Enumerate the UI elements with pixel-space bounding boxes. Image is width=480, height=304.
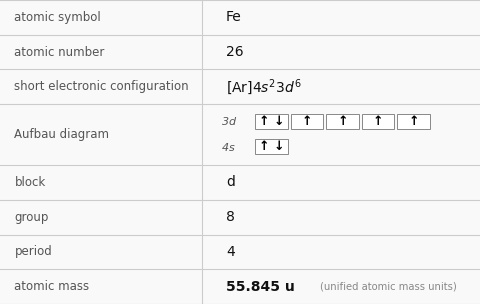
Bar <box>396 114 429 129</box>
Bar <box>361 114 394 129</box>
Text: ↓: ↓ <box>273 115 283 128</box>
Text: ↑: ↑ <box>336 115 347 128</box>
Bar <box>290 114 323 129</box>
Text: 26: 26 <box>226 45 243 59</box>
Text: ↑: ↑ <box>372 115 383 128</box>
Text: atomic number: atomic number <box>14 46 105 59</box>
Text: 4$s$: 4$s$ <box>221 141 235 153</box>
Text: ↑: ↑ <box>301 115 312 128</box>
Text: Aufbau diagram: Aufbau diagram <box>14 128 109 141</box>
Text: [Ar]4$s^2$3$d^6$: [Ar]4$s^2$3$d^6$ <box>226 77 301 97</box>
Text: ↓: ↓ <box>273 140 283 153</box>
Text: 8: 8 <box>226 210 234 224</box>
Text: period: period <box>14 245 52 258</box>
Text: ↑: ↑ <box>408 115 418 128</box>
Text: group: group <box>14 211 48 224</box>
Text: 4: 4 <box>226 245 234 259</box>
Text: 3$d$: 3$d$ <box>221 115 237 127</box>
Text: d: d <box>226 175 234 189</box>
Text: Fe: Fe <box>226 10 241 24</box>
Text: (unified atomic mass units): (unified atomic mass units) <box>319 282 456 292</box>
Text: short electronic configuration: short electronic configuration <box>14 80 189 93</box>
Text: ↑: ↑ <box>258 115 269 128</box>
Text: block: block <box>14 176 46 189</box>
Bar <box>254 140 287 154</box>
Text: 55.845 u: 55.845 u <box>226 280 294 294</box>
Bar <box>325 114 358 129</box>
Text: ↑: ↑ <box>258 140 269 153</box>
Bar <box>254 114 287 129</box>
Text: atomic symbol: atomic symbol <box>14 11 101 24</box>
Text: atomic mass: atomic mass <box>14 280 89 293</box>
